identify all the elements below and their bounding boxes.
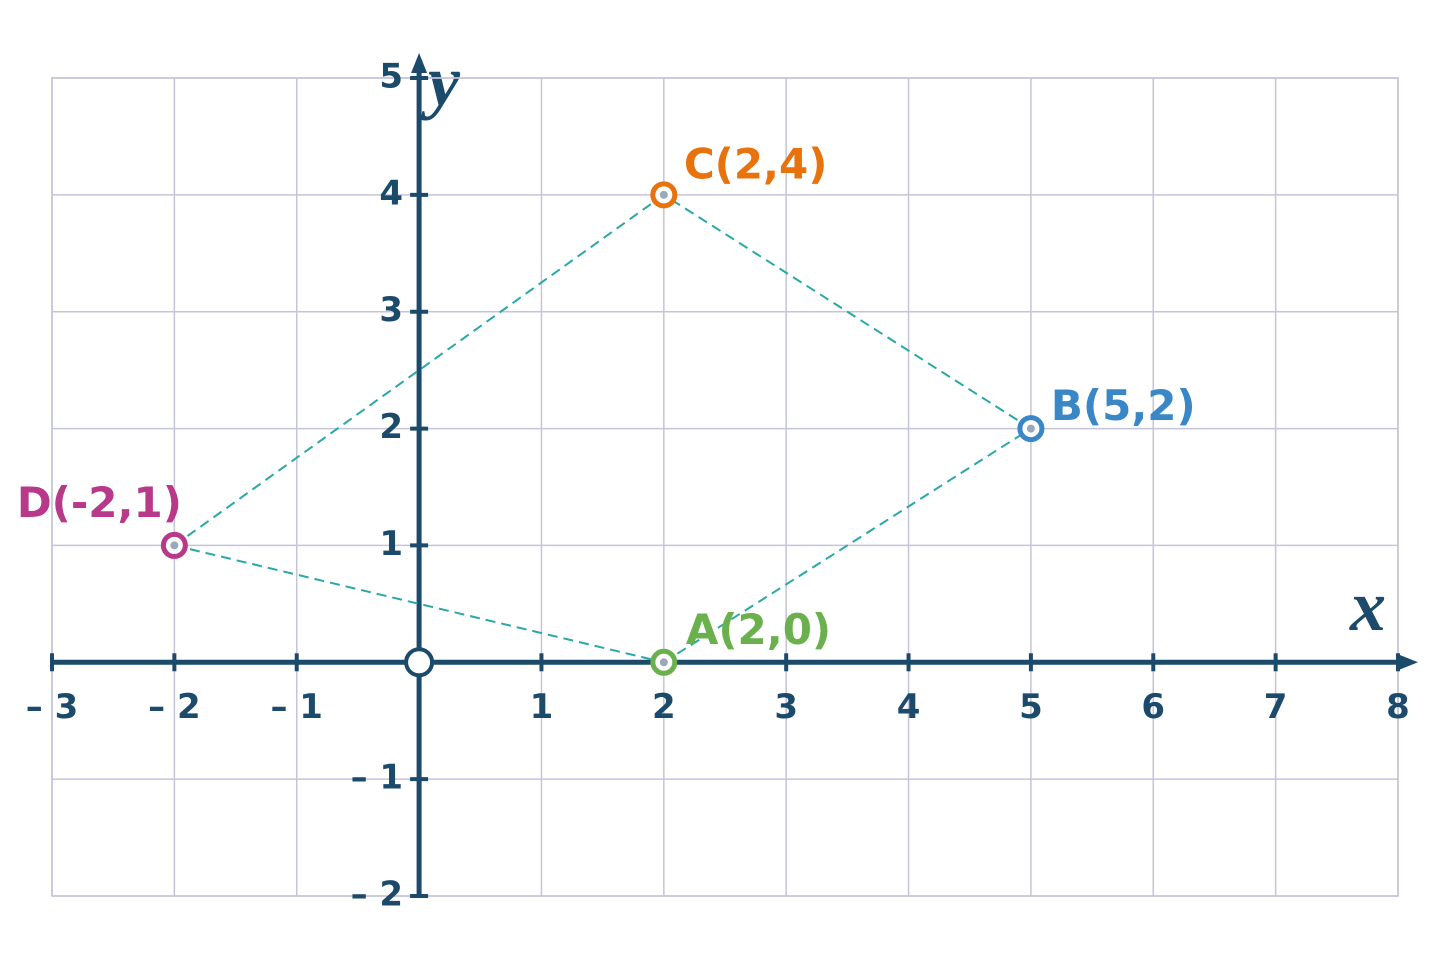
point-label: B(5,2) xyxy=(1051,381,1196,430)
x-tick-label: – 1 xyxy=(270,687,323,727)
y-tick-label: 3 xyxy=(379,290,403,330)
x-tick-label: 2 xyxy=(652,687,676,727)
point-label: A(2,0) xyxy=(686,605,831,654)
x-tick-label: 5 xyxy=(1019,687,1043,727)
y-axis-arrow xyxy=(411,53,428,73)
x-tick-label: 8 xyxy=(1386,687,1410,727)
x-tick-label: – 3 xyxy=(26,687,79,727)
x-tick-label: 1 xyxy=(530,687,554,727)
y-tick-label: 5 xyxy=(379,57,403,97)
point-label: C(2,4) xyxy=(684,139,828,188)
y-tick-label: 4 xyxy=(379,173,403,213)
point-center xyxy=(170,541,179,550)
polygon-edge xyxy=(663,427,1032,664)
x-tick-label: 3 xyxy=(774,687,798,727)
y-tick-label: 1 xyxy=(379,524,403,564)
point-center xyxy=(1026,424,1035,433)
x-tick-label: – 2 xyxy=(148,687,201,727)
polygon-edge xyxy=(663,194,1032,430)
point-center xyxy=(659,190,668,199)
point-label: D(-2,1) xyxy=(17,478,182,527)
point-center xyxy=(659,658,668,667)
x-tick-label: 7 xyxy=(1264,687,1288,727)
polygon-edge xyxy=(173,194,665,547)
x-axis-arrow xyxy=(1398,654,1418,671)
y-axis-label: y xyxy=(420,41,461,121)
x-axis-label: x xyxy=(1349,566,1386,646)
origin-marker xyxy=(404,647,435,678)
x-tick-label: 4 xyxy=(897,687,921,727)
y-tick-label: – 1 xyxy=(351,758,404,798)
y-tick-label: – 2 xyxy=(351,875,404,915)
y-tick-label: 2 xyxy=(379,407,403,447)
x-tick-label: 6 xyxy=(1141,687,1165,727)
polygon-edge xyxy=(174,544,665,664)
plot-frame xyxy=(51,77,1399,897)
